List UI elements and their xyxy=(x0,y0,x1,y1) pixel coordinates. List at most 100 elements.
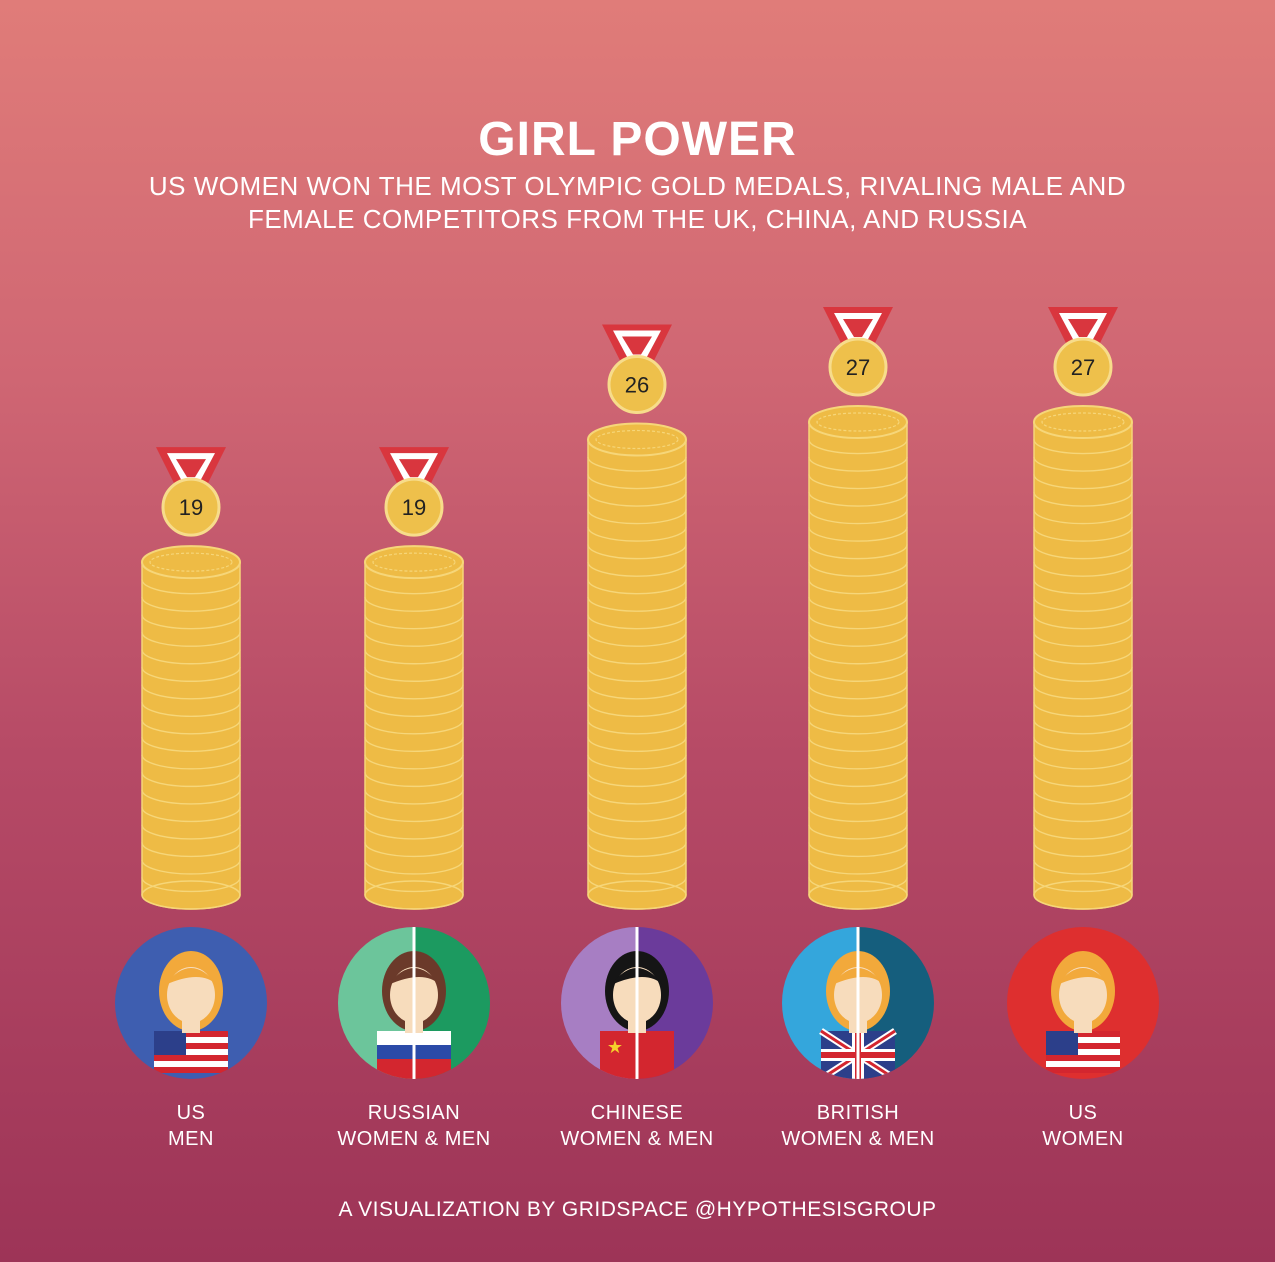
coin-edge xyxy=(587,509,687,525)
coin-edge xyxy=(141,649,241,665)
coin-edge xyxy=(1033,632,1133,647)
coin-edge xyxy=(1033,842,1133,858)
coin-top-face xyxy=(1033,405,1133,439)
flag-stripe xyxy=(154,1061,228,1067)
coin-edge xyxy=(587,859,687,875)
medal-value-label: 19 xyxy=(402,495,426,520)
coin-edge xyxy=(141,754,241,770)
coin-laurel xyxy=(816,412,900,432)
coin-edge xyxy=(587,632,687,647)
chinese-woman-man-avatar-icon: ★ xyxy=(561,927,713,1079)
coin-edge xyxy=(1033,877,1133,893)
coin-edge xyxy=(808,859,908,875)
medal-ribbon-inner xyxy=(176,459,206,478)
avatar-face xyxy=(1059,967,1107,1023)
coin-edge xyxy=(587,702,687,717)
coin-edge xyxy=(587,527,687,542)
flag-stripe xyxy=(154,1055,228,1061)
coin-stack-3 xyxy=(808,405,908,910)
chart-subtitle: US WOMEN WON THE MOST OLYMPIC GOLD MEDAL… xyxy=(148,171,1127,234)
coin-edge xyxy=(808,807,908,823)
coin-edge xyxy=(587,737,687,753)
coin-edge xyxy=(1033,737,1133,753)
coin-edge xyxy=(808,597,908,612)
medal-icon: 19 xyxy=(156,447,226,537)
coin-edge xyxy=(808,719,908,735)
coin-edge xyxy=(808,527,908,542)
coin-edge xyxy=(141,737,241,753)
coin-edge xyxy=(1033,667,1133,682)
flag-stripe xyxy=(154,1049,228,1055)
credit-line: A VISUALIZATION BY GRIDSPACE @HYPOTHESIS… xyxy=(338,1198,937,1221)
coin-edge xyxy=(1033,859,1133,875)
coin-edge xyxy=(808,842,908,858)
coin-edge xyxy=(587,614,687,630)
coin-edge xyxy=(364,842,464,858)
coin-edge xyxy=(364,894,464,910)
coin-edge xyxy=(808,754,908,770)
coin-edge xyxy=(141,667,241,682)
coin-edge xyxy=(364,684,464,700)
coin-stack-body xyxy=(365,562,463,895)
coin-edge xyxy=(808,544,908,560)
medal-disc xyxy=(161,477,221,537)
coin-edge xyxy=(808,684,908,700)
coin-edge xyxy=(587,597,687,612)
medal-ribbon-inner xyxy=(843,319,873,337)
coin-edge xyxy=(364,737,464,753)
flag-canton xyxy=(154,1031,186,1055)
coin-edge xyxy=(808,702,908,717)
coin-edge xyxy=(587,562,687,577)
medal-disc xyxy=(1053,337,1113,397)
coin-edge xyxy=(1033,527,1133,542)
coin-edge xyxy=(364,824,464,840)
coin-stack-body xyxy=(142,562,240,895)
coin-edge xyxy=(587,474,687,490)
coin-edge xyxy=(364,859,464,875)
coin-top-face xyxy=(364,545,464,580)
medal-value-label: 19 xyxy=(179,495,203,520)
coin-edge xyxy=(587,877,687,893)
coin-edge xyxy=(587,544,687,560)
coin-edge xyxy=(808,439,908,455)
coin-edge xyxy=(587,754,687,770)
flag-stripe xyxy=(1046,1031,1120,1037)
coin-edge xyxy=(141,824,241,840)
coin-top-face xyxy=(141,545,241,580)
avatar-fringe xyxy=(1057,968,1109,985)
coin-edge xyxy=(1033,702,1133,717)
coin-edge xyxy=(808,509,908,525)
coin-edge xyxy=(1033,456,1133,472)
coin-edge xyxy=(1033,754,1133,770)
coin-stack-body xyxy=(1034,422,1132,895)
coin-edge xyxy=(141,579,241,595)
flag-stripe xyxy=(154,1043,228,1049)
coin-edge xyxy=(808,789,908,805)
coin-edge xyxy=(808,772,908,788)
coin-edge xyxy=(1033,649,1133,665)
coin-edge xyxy=(364,702,464,717)
coin-edge xyxy=(587,772,687,788)
russian-woman-man-avatar-icon xyxy=(338,927,490,1079)
coin-laurel xyxy=(595,429,679,450)
coin-edge xyxy=(1033,719,1133,735)
coin-edge xyxy=(587,491,687,507)
coin-edge xyxy=(141,859,241,875)
medal-disc xyxy=(828,337,888,397)
coin-edge xyxy=(808,579,908,595)
chart-title: GIRL POWER xyxy=(478,113,797,166)
coin-edge xyxy=(141,807,241,823)
flag-stripe xyxy=(1046,1043,1120,1049)
medal-value-label: 27 xyxy=(1071,355,1095,380)
coin-edge xyxy=(587,824,687,840)
coin-edge xyxy=(587,807,687,823)
flag-stripe xyxy=(1046,1067,1120,1073)
coin-edge xyxy=(587,789,687,805)
medal-icon: 26 xyxy=(602,324,672,415)
coin-edge xyxy=(1033,789,1133,805)
coin-edge xyxy=(1033,807,1133,823)
flag-stripe xyxy=(1046,1055,1120,1061)
coin-edge xyxy=(1033,544,1133,560)
coin-edge xyxy=(364,649,464,665)
